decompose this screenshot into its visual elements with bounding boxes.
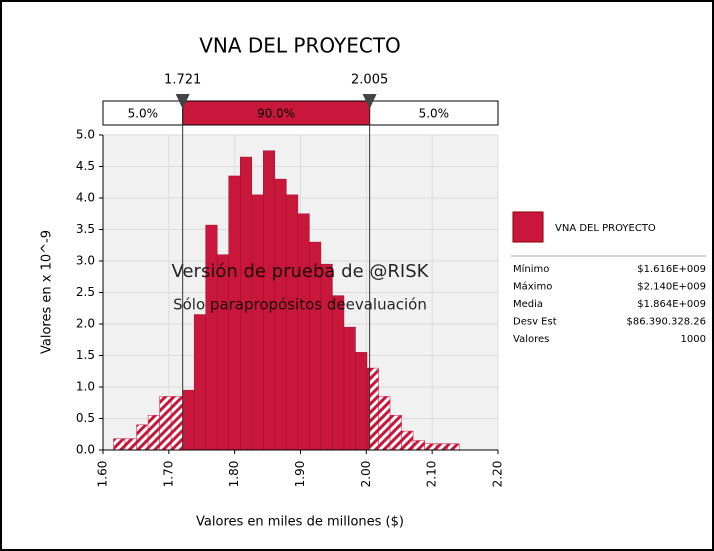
bar-hatched bbox=[124, 438, 137, 451]
watermark: Sólo parapropósitos deevaluación bbox=[173, 296, 427, 314]
bar bbox=[286, 194, 299, 451]
x-tick-label: 1.80 bbox=[227, 461, 241, 488]
bar bbox=[274, 178, 287, 451]
y-tick-label: 3.0 bbox=[76, 254, 95, 268]
band bbox=[182, 100, 371, 126]
band-label: 90.0% bbox=[257, 107, 295, 121]
y-tick-label: 0.0 bbox=[76, 443, 95, 457]
y-tick-label: 4.5 bbox=[76, 159, 95, 173]
stat-label: Máximo bbox=[513, 281, 552, 293]
stat-value: 1000 bbox=[681, 334, 706, 345]
bar-hatched bbox=[378, 396, 391, 451]
y-tick-label: 2.5 bbox=[76, 285, 95, 299]
bar bbox=[320, 263, 333, 451]
x-tick-label: 1.90 bbox=[293, 461, 307, 488]
chart-title: VNA DEL PROYECTO bbox=[199, 34, 401, 58]
bar bbox=[343, 326, 356, 451]
bar bbox=[366, 367, 370, 451]
stat-value: $2.140E+009 bbox=[637, 282, 706, 293]
bar-hatched bbox=[147, 415, 160, 451]
delimiter-marker bbox=[362, 94, 377, 109]
x-axis-label: Valores en miles de millones ($) bbox=[196, 515, 404, 530]
bar bbox=[216, 254, 229, 451]
bar-hatched bbox=[113, 438, 126, 451]
stat-value: $1.864E+009 bbox=[637, 299, 706, 310]
bar-hatched bbox=[424, 443, 437, 451]
bar-hatched bbox=[447, 443, 460, 451]
legend-swatch bbox=[512, 211, 544, 243]
bar-hatched bbox=[170, 396, 183, 451]
bar-hatched bbox=[136, 424, 149, 451]
bar-hatched bbox=[412, 440, 425, 451]
y-tick-label: 1.0 bbox=[76, 380, 95, 394]
delimiter-label: 1.721 bbox=[164, 73, 201, 88]
legend-label: VNA DEL PROYECTO bbox=[555, 223, 656, 234]
stat-label: Media bbox=[513, 299, 543, 310]
x-tick-label: 1.60 bbox=[96, 461, 110, 488]
x-tick-label: 2.10 bbox=[425, 461, 439, 488]
center-bars bbox=[182, 150, 370, 451]
band-label: 5.0% bbox=[419, 107, 450, 121]
bar-hatched bbox=[401, 430, 414, 451]
y-tick-label: 3.5 bbox=[76, 222, 95, 236]
bar bbox=[251, 194, 264, 451]
bar-hatched bbox=[389, 415, 402, 451]
bar bbox=[193, 314, 206, 451]
watermark: Versión de prueba de @RISK bbox=[172, 261, 430, 282]
band bbox=[369, 100, 499, 126]
bar-hatched bbox=[159, 396, 172, 451]
x-tick-label: 1.70 bbox=[161, 461, 175, 488]
y-tick-label: 5.0 bbox=[76, 128, 95, 142]
bar-hatched bbox=[435, 443, 448, 451]
bar bbox=[182, 389, 195, 451]
delimiter-label: 2.005 bbox=[351, 73, 388, 88]
delimiter-marker bbox=[175, 94, 190, 109]
band-label: 5.0% bbox=[128, 107, 159, 121]
bar bbox=[297, 213, 310, 451]
y-tick-label: 2.0 bbox=[76, 317, 95, 331]
stat-label: Mínimo bbox=[513, 263, 549, 275]
stat-value: $1.616E+009 bbox=[637, 264, 706, 275]
x-tick-label: 2.20 bbox=[491, 461, 505, 488]
y-axis-label: Valores en x 10^-9 bbox=[40, 230, 55, 354]
stat-label: Desv Est bbox=[513, 317, 557, 328]
y-tick-label: 0.5 bbox=[76, 411, 95, 425]
stat-label: Valores bbox=[513, 334, 549, 345]
bar bbox=[332, 295, 345, 451]
bar bbox=[355, 352, 368, 451]
stat-value: $86.390.328.26 bbox=[626, 317, 706, 328]
y-tick-label: 1.5 bbox=[76, 348, 95, 362]
y-tick-label: 4.0 bbox=[76, 191, 95, 205]
bar bbox=[205, 224, 218, 451]
x-tick-label: 2.00 bbox=[359, 461, 373, 488]
